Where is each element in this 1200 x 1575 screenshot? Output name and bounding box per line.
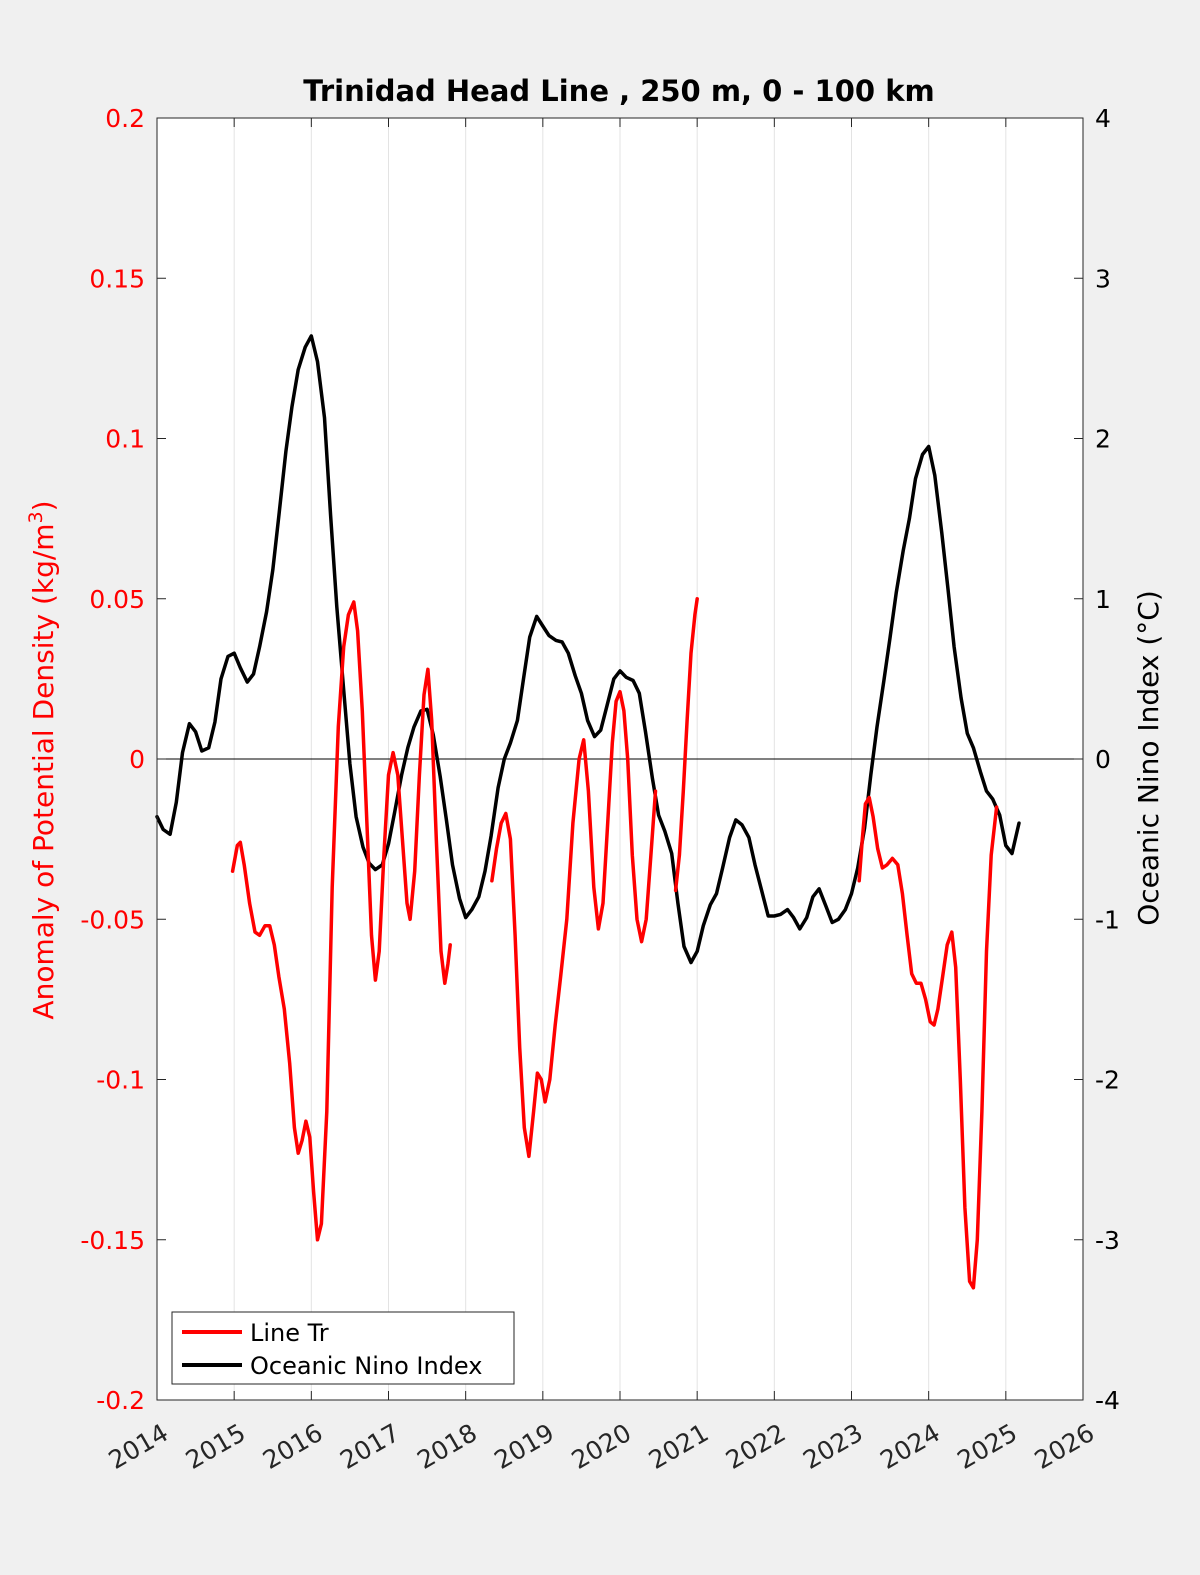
legend-box — [171, 1311, 515, 1385]
left-axis-label-main: Anomaly of Potential Density (kg/m — [27, 523, 60, 1019]
right-tick-label-2: 2 — [1095, 425, 1111, 454]
legend: Line Tr Oceanic Nino Index — [171, 1311, 515, 1385]
chart-title: Trinidad Head Line , 250 m, 0 - 100 km — [303, 74, 934, 108]
left-tick-label--0.1: -0.1 — [96, 1066, 145, 1095]
series-line-tr-segment-0 — [230, 600, 452, 1242]
right-axis: 4 3 2 1 0 -1 -2 -3 -4 — [1074, 104, 1120, 1415]
series-line-tr-segment-2 — [673, 597, 699, 893]
left-axis-label: Anomaly of Potential Density (kg/m3) — [25, 500, 60, 1019]
left-tick-label-0.05: 0.05 — [89, 585, 145, 614]
left-axis: 0.2 0.15 0.1 0.05 0 -0.05 -0.1 -0.15 -0.2 — [80, 104, 166, 1415]
right-tick-label--4: -4 — [1095, 1386, 1120, 1415]
left-tick-label-0: 0 — [129, 745, 145, 774]
left-tick-label--0.05: -0.05 — [80, 905, 145, 934]
left-axis-label-suffix: ) — [27, 500, 60, 511]
right-tick-label-0: 0 — [1095, 745, 1111, 774]
right-tick-label-4: 4 — [1095, 104, 1111, 133]
left-tick-label-0.15: 0.15 — [89, 264, 145, 293]
left-tick-label--0.2: -0.2 — [96, 1386, 145, 1415]
left-tick-label-0.2: 0.2 — [105, 104, 145, 133]
right-tick-label--2: -2 — [1095, 1066, 1120, 1095]
right-axis-label: Oceanic Nino Index (°C) — [1132, 590, 1165, 926]
series-line-tr-segment-3 — [857, 795, 999, 1290]
left-tick-label--0.15: -0.15 — [80, 1226, 145, 1255]
left-tick-label-0.1: 0.1 — [105, 425, 145, 454]
right-tick-label--1: -1 — [1095, 905, 1120, 934]
legend-label-oni: Oceanic Nino Index — [250, 1352, 482, 1380]
series-line-tr-segment-1 — [490, 689, 658, 1159]
series-layer — [155, 334, 1021, 1290]
series-oni-segment-0 — [155, 334, 1021, 965]
legend-label-line-tr: Line Tr — [250, 1319, 329, 1347]
right-tick-label-3: 3 — [1095, 264, 1111, 293]
right-tick-label-1: 1 — [1095, 585, 1111, 614]
left-axis-label-superscript: 3 — [25, 511, 47, 523]
right-tick-label--3: -3 — [1095, 1226, 1120, 1255]
